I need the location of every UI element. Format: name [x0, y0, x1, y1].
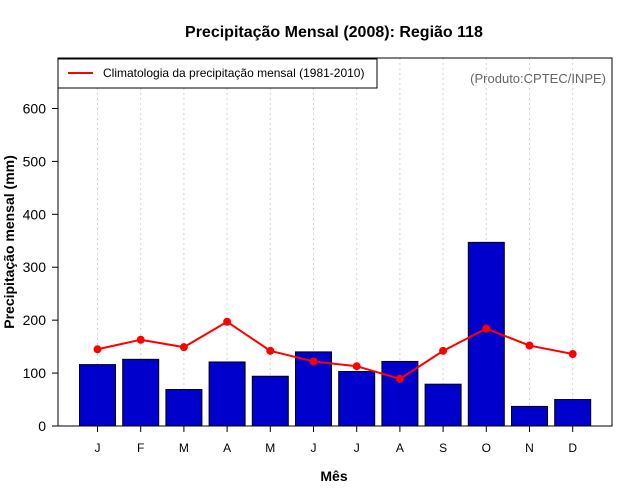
chart-title: Precipitação Mensal (2008): Região 118 — [185, 24, 483, 41]
plot-frame — [57, 57, 613, 427]
x-tick-label: M — [179, 441, 189, 455]
x-tick-label: M — [265, 441, 275, 455]
x-tick-label: F — [137, 441, 144, 455]
climatology-point-5 — [309, 357, 318, 366]
climatology-point-9 — [482, 324, 491, 333]
bar-2 — [165, 388, 203, 427]
y-tick-label: 600 — [23, 100, 47, 116]
climatology-point-8 — [439, 346, 448, 355]
climatology-point-4 — [266, 346, 275, 355]
y-tick-label: 500 — [23, 153, 47, 169]
x-tick-label: O — [482, 441, 491, 455]
y-axis-title: Precipitação mensal (mm) — [1, 155, 17, 329]
x-tick-label: J — [311, 441, 317, 455]
legend: Climatologia da precipitação mensal (198… — [57, 58, 378, 89]
source-credit: (Produto:CPTEC/INPE) — [470, 71, 606, 86]
x-tick-label: S — [439, 441, 447, 455]
y-tick-label: 400 — [23, 206, 47, 222]
bar-11 — [554, 399, 592, 427]
bar-1 — [122, 358, 160, 427]
bar-4 — [251, 375, 289, 427]
y-tick-label: 300 — [23, 259, 47, 275]
x-tick-label: D — [568, 441, 577, 455]
x-tick-label: N — [525, 441, 534, 455]
y-tick-label: 100 — [23, 365, 47, 381]
climatology-point-11 — [568, 350, 577, 359]
bar-0 — [79, 364, 116, 427]
y-axis: 0 100 200 300 400 500 600 — [23, 100, 58, 434]
climatology-point-2 — [179, 343, 188, 352]
legend-label: Climatologia da precipitação mensal (198… — [103, 66, 364, 80]
x-tick-label: A — [396, 441, 404, 455]
climatology-point-3 — [223, 317, 232, 326]
bar-10 — [511, 405, 548, 427]
climatology-line — [97, 320, 573, 380]
bar-6 — [338, 370, 376, 427]
y-tick-label: 0 — [38, 418, 46, 434]
bars-group — [79, 241, 592, 427]
bar-8 — [424, 383, 462, 427]
x-axis-title: Mês — [320, 468, 347, 484]
climatology-point-0 — [93, 345, 102, 354]
climatology-point-1 — [136, 335, 145, 344]
climatology-point-10 — [525, 341, 534, 350]
climatology-point-6 — [352, 362, 361, 371]
x-tick-label: J — [354, 441, 360, 455]
climatology-line-group — [93, 317, 577, 383]
legend-box — [57, 58, 378, 89]
bar-3 — [208, 361, 246, 427]
y-tick-label: 200 — [23, 312, 47, 328]
x-tick-label: A — [223, 441, 231, 455]
climatology-point-7 — [395, 374, 404, 383]
x-tick-label: J — [95, 441, 101, 455]
